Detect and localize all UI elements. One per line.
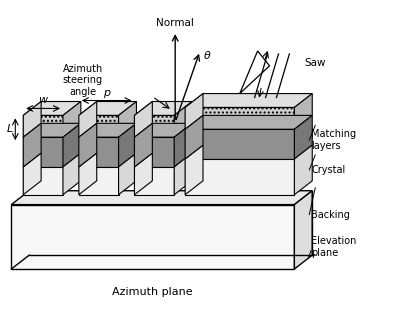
Text: Normal: Normal	[156, 18, 194, 28]
Polygon shape	[174, 123, 192, 167]
Polygon shape	[79, 137, 119, 167]
Polygon shape	[185, 93, 312, 108]
Text: Elevation
plane: Elevation plane	[311, 236, 357, 258]
Polygon shape	[185, 129, 294, 159]
Polygon shape	[134, 115, 174, 137]
Polygon shape	[174, 153, 192, 195]
Polygon shape	[185, 115, 312, 129]
Polygon shape	[294, 93, 312, 129]
Polygon shape	[294, 191, 312, 269]
Polygon shape	[134, 101, 152, 137]
Polygon shape	[119, 153, 136, 195]
Polygon shape	[23, 123, 41, 167]
Polygon shape	[11, 204, 294, 269]
Text: Matching
layers: Matching layers	[311, 130, 356, 151]
Polygon shape	[23, 101, 81, 115]
Text: Azimuth
steering
angle: Azimuth steering angle	[63, 64, 103, 97]
Polygon shape	[185, 115, 203, 159]
Text: p: p	[103, 87, 110, 98]
Text: θ: θ	[204, 51, 211, 61]
Polygon shape	[134, 167, 174, 195]
Polygon shape	[134, 123, 192, 137]
Polygon shape	[79, 167, 119, 195]
Text: Crystal: Crystal	[311, 165, 345, 175]
Polygon shape	[294, 115, 312, 159]
Text: L: L	[7, 124, 13, 134]
Polygon shape	[79, 153, 97, 195]
Polygon shape	[240, 51, 270, 93]
Polygon shape	[119, 123, 136, 167]
Polygon shape	[63, 123, 81, 167]
Polygon shape	[134, 123, 152, 167]
Polygon shape	[23, 153, 41, 195]
Polygon shape	[23, 167, 63, 195]
Polygon shape	[63, 153, 81, 195]
Polygon shape	[79, 101, 136, 115]
Polygon shape	[23, 115, 63, 137]
Polygon shape	[185, 145, 203, 195]
Polygon shape	[174, 101, 192, 137]
Polygon shape	[185, 93, 203, 129]
Text: w: w	[38, 95, 48, 106]
Polygon shape	[11, 191, 312, 204]
Polygon shape	[185, 108, 294, 129]
Polygon shape	[23, 101, 41, 137]
Polygon shape	[63, 101, 81, 137]
Polygon shape	[23, 123, 81, 137]
Polygon shape	[23, 137, 63, 167]
Polygon shape	[134, 101, 192, 115]
Polygon shape	[185, 159, 294, 195]
Text: Azimuth plane: Azimuth plane	[112, 287, 193, 297]
Polygon shape	[294, 145, 312, 195]
Polygon shape	[134, 153, 152, 195]
Text: Backing: Backing	[311, 210, 350, 219]
Text: Saw: Saw	[304, 58, 326, 68]
Polygon shape	[79, 115, 119, 137]
Polygon shape	[79, 123, 136, 137]
Polygon shape	[119, 101, 136, 137]
Polygon shape	[79, 101, 97, 137]
Polygon shape	[79, 123, 97, 167]
Polygon shape	[134, 137, 174, 167]
